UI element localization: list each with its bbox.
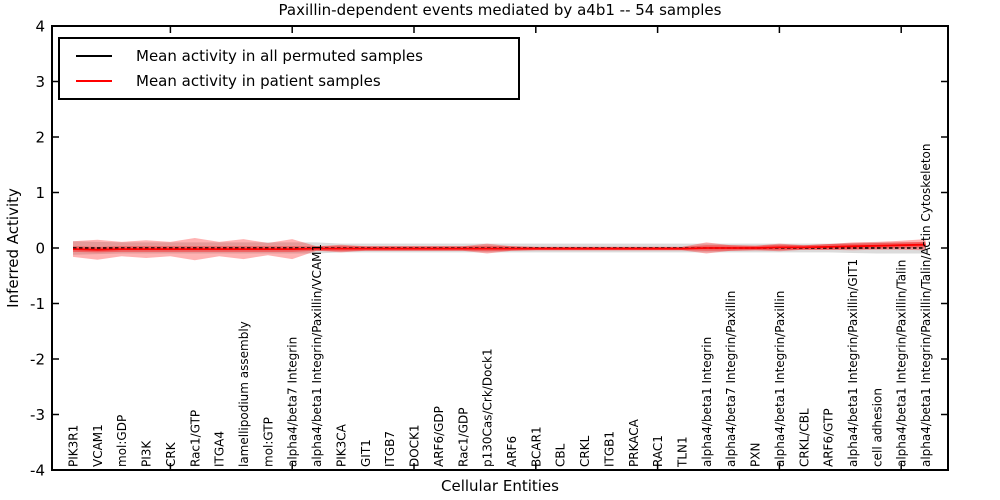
mean-line-1 — [72, 243, 926, 251]
y-tick-label: 2 — [35, 128, 45, 146]
y-tick-label: -2 — [30, 350, 45, 368]
y-tick-label: -1 — [30, 295, 45, 313]
y-tick-label: 0 — [35, 239, 45, 257]
x-category-label: alpha4/beta1 Integrin/Paxillin — [773, 291, 787, 467]
x-category-label: RAC1 — [651, 435, 665, 467]
y-tick-label: -4 — [30, 461, 45, 479]
x-category-label: alpha4/beta7 Integrin/Paxillin — [724, 291, 738, 467]
legend-label: Mean activity in patient samples — [136, 72, 381, 91]
x-category-label: alpha4/beta1 Integrin/Paxillin/GIT1 — [846, 259, 860, 467]
x-category-label: p130Cas/Crk/Dock1 — [481, 348, 495, 467]
legend: Mean activity in all permuted samples Me… — [58, 37, 520, 100]
x-category-label: PXN — [749, 443, 763, 467]
x-category-label: VCAM1 — [91, 424, 105, 467]
y-axis-label: Inferred Activity — [4, 188, 22, 308]
x-category-label: alpha4/beta1 Integrin/Paxillin/Talin/Act… — [919, 144, 933, 467]
x-category-label: ARF6/GTP — [822, 408, 836, 467]
x-category-label: ITGB1 — [602, 431, 616, 467]
x-axis-label: Cellular Entities — [441, 477, 559, 495]
x-category-label: Rac1/GTP — [188, 410, 202, 467]
x-category-label: alpha4/beta1 Integrin — [700, 337, 714, 467]
x-category-label: ITGB7 — [383, 431, 397, 467]
x-category-label: ITGA4 — [213, 431, 227, 467]
x-category-label: ARF6/GDP — [432, 406, 446, 467]
y-tick-label: -3 — [30, 406, 45, 424]
x-category-label: alpha4/beta7 Integrin — [286, 337, 300, 467]
y-tick-label: 4 — [35, 17, 45, 35]
x-category-label: alpha4/beta1 Integrin/Paxillin/VCAM1 — [310, 244, 324, 467]
x-category-label: PRKACA — [627, 418, 641, 467]
x-category-label: GIT1 — [359, 439, 373, 467]
x-category-label: CBL — [554, 443, 568, 467]
legend-label: Mean activity in all permuted samples — [136, 46, 423, 65]
legend-item-patient: Mean activity in patient samples — [60, 72, 518, 90]
x-category-label: TLN1 — [676, 436, 690, 468]
legend-item-permuted: Mean activity in all permuted samples — [60, 47, 518, 65]
x-category-label: PIK3R1 — [67, 425, 81, 467]
x-category-label: lamellipodium assembly — [237, 321, 251, 467]
x-category-label: CRK — [164, 441, 178, 467]
chart-title: Paxillin-dependent events mediated by a4… — [278, 1, 722, 19]
y-tick-label: 3 — [35, 73, 45, 91]
x-category-label: mol:GDP — [115, 415, 129, 467]
red-line-swatch — [76, 80, 112, 83]
black-line-swatch — [76, 54, 112, 57]
x-category-label: mol:GTP — [261, 417, 275, 467]
x-category-label: BCAR1 — [529, 426, 543, 467]
x-category-label: PI3K — [140, 440, 154, 467]
x-category-label: DOCK1 — [408, 424, 422, 467]
x-category-label: Rac1/GDP — [456, 408, 470, 467]
x-category-label: CRKL — [578, 435, 592, 467]
x-category-label: alpha4/beta1 Integrin/Paxillin/Talin — [895, 260, 909, 467]
x-category-label: ARF6 — [505, 436, 519, 467]
y-tick-label: 1 — [35, 184, 45, 202]
x-category-label: cell adhesion — [870, 388, 884, 467]
x-category-label: PIK3CA — [335, 423, 349, 467]
x-category-label: CRKL/CBL — [797, 408, 811, 467]
